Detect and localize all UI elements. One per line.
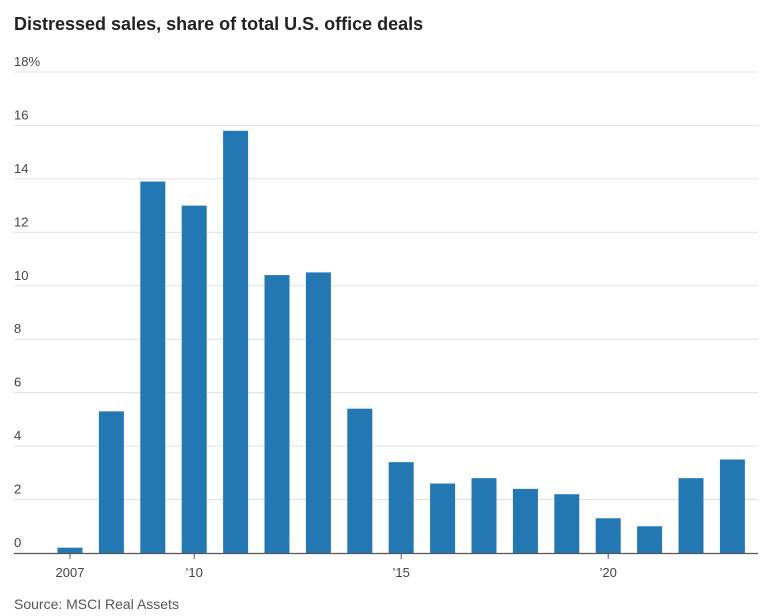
y-tick-label: 14: [14, 161, 28, 176]
bar-2012: [264, 275, 290, 553]
bars: [57, 130, 745, 554]
bar-2011: [223, 130, 249, 554]
y-tick-label: 12: [14, 214, 28, 229]
y-tick-label: 10: [14, 268, 28, 283]
y-tick-label: 6: [14, 375, 21, 390]
bar-2007: [57, 547, 83, 553]
bar-2010: [181, 205, 207, 553]
bar-2008: [98, 411, 124, 553]
bar-2023: [719, 459, 745, 553]
bar-2013: [305, 272, 331, 553]
x-axis-ticks: 2007 ’10 ’15 ’20: [56, 553, 617, 580]
bar-2018: [512, 488, 538, 553]
y-tick-label: 8: [14, 321, 21, 336]
x-tick-label: ’10: [186, 565, 203, 580]
gridlines: [14, 71, 758, 501]
x-tick-label: ’20: [600, 565, 617, 580]
y-axis-ticks: 0 2 4 6 8 10 12 14 16 18%: [14, 54, 40, 550]
bar-2022: [678, 478, 704, 553]
y-tick-label: 18%: [14, 54, 40, 69]
y-tick-label: 0: [14, 535, 21, 550]
y-tick-label: 4: [14, 428, 21, 443]
source-note: Source: MSCI Real Assets: [14, 596, 179, 612]
y-tick-label: 2: [14, 482, 21, 497]
x-tick-label: ’15: [393, 565, 410, 580]
y-tick-label: 16: [14, 107, 28, 122]
bar-2016: [430, 483, 456, 553]
bar-2015: [388, 462, 414, 553]
x-tick-label: 2007: [56, 565, 85, 580]
bar-2019: [554, 494, 580, 553]
chart-title: Distressed sales, share of total U.S. of…: [14, 14, 424, 34]
bar-2021: [637, 526, 663, 553]
bar-2009: [140, 181, 166, 554]
bar-2014: [347, 408, 373, 553]
bar-2017: [471, 478, 497, 553]
bar-chart: 0 2 4 6 8 10 12 14 16 18% 2007 ’10 ’15 ’20: [14, 54, 758, 580]
bar-2020: [595, 518, 621, 553]
